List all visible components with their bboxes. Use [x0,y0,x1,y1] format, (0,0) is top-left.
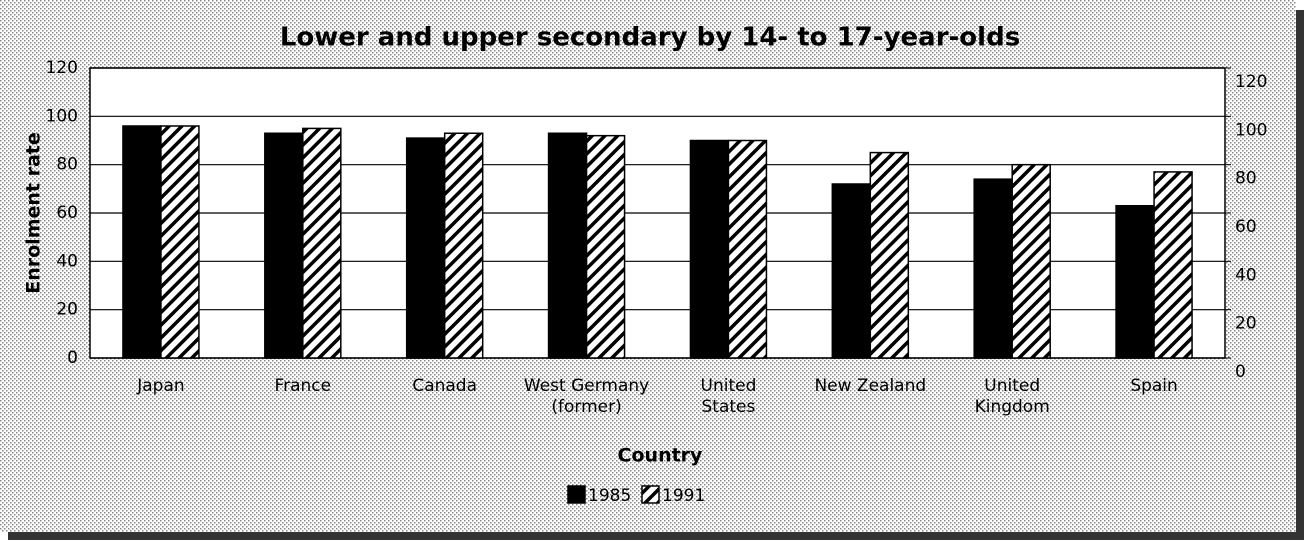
bar [1011,163,1051,359]
bar [727,139,768,359]
bar [302,127,342,359]
bar [160,125,200,359]
y2-tick-label: 100 [1235,120,1267,140]
x-tick-label: Canada [412,376,477,396]
chart-title: Lower and upper secondary by 14- to 17-y… [280,23,1020,53]
legend-label: 1985 [588,486,631,506]
y2-tick-label: 20 [1235,314,1257,334]
y2-tick-label: 120 [1235,72,1267,92]
bar [973,178,1013,359]
legend-swatch [641,485,660,504]
x-tick-label: Spain [1130,376,1178,396]
y2-tick-label: 40 [1235,265,1257,285]
legend-label: 1991 [662,486,705,506]
x-tick-label: (former) [551,397,621,417]
y-tick-label: 40 [56,251,78,271]
bar [264,132,304,359]
bar [869,151,910,359]
bar [1153,171,1193,359]
x-tick-label: France [275,376,332,396]
y-tick-label: 60 [56,203,78,223]
x-tick-label: Japan [136,376,184,396]
bar [405,137,446,359]
y2-tick-label: 80 [1235,169,1257,189]
bar [547,132,588,359]
shadow [1296,10,1304,540]
x-tick-label: New Zealand [814,376,926,396]
y2-tick-label: 0 [1235,362,1246,382]
bar [585,134,626,359]
bar [831,183,872,359]
x-tick-label: States [702,397,756,417]
y-axis-title: Enrolment rate [23,132,45,294]
shadow [8,532,1304,540]
bar [443,132,484,359]
x-axis-title: Country [618,445,704,467]
legend-swatch [567,485,586,504]
bar [1115,205,1155,359]
y-tick-label: 20 [56,300,78,320]
x-tick-label: United [984,376,1040,396]
bar [122,125,162,359]
bar [689,139,730,359]
y2-tick-label: 60 [1235,217,1257,237]
y-tick-label: 80 [56,155,78,175]
x-tick-label: United [701,376,757,396]
y-tick-label: 120 [46,58,78,78]
y-tick-label: 0 [67,348,78,368]
y-tick-label: 100 [46,106,78,126]
x-tick-label: Kingdom [975,397,1050,417]
x-tick-label: West Germany [524,376,649,396]
